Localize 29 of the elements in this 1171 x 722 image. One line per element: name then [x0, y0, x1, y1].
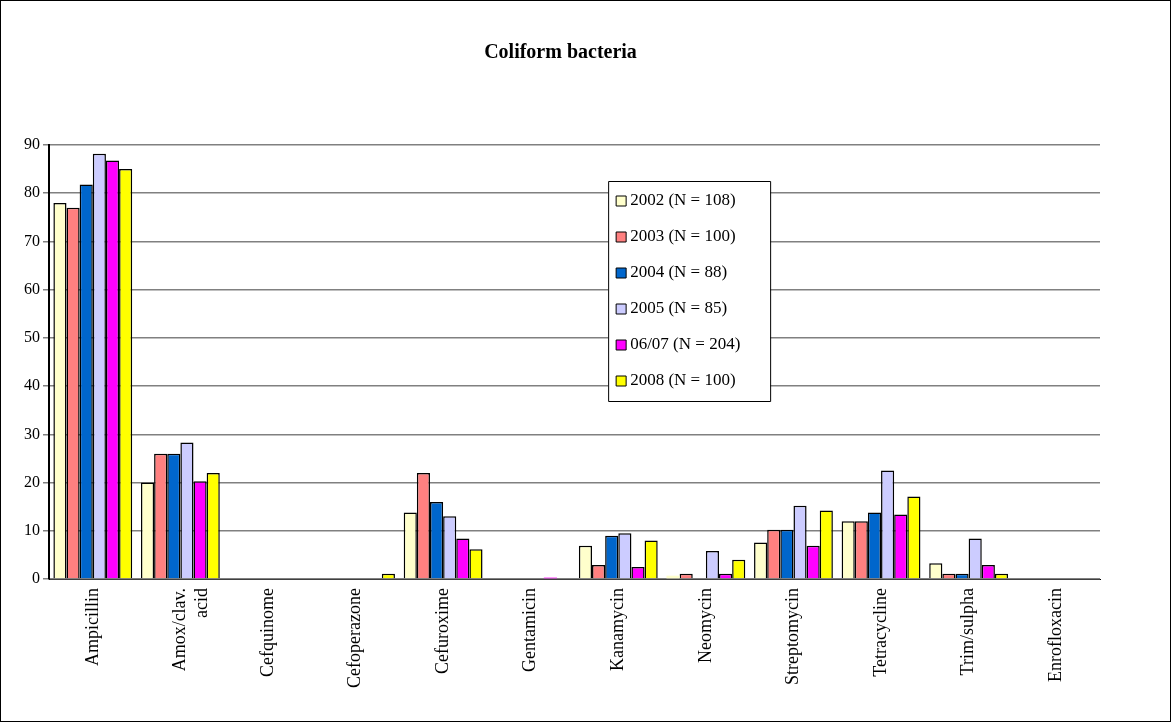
- y-tick-label: 0: [32, 569, 40, 587]
- x-tick-label: Kanamycin: [607, 588, 628, 672]
- legend-label: 2004 (N = 88): [630, 262, 728, 282]
- x-tick-label: Enrofloxacin: [1044, 588, 1065, 683]
- y-tick-label: 50: [24, 328, 40, 346]
- x-tick-label: Cefoperazone: [344, 588, 365, 689]
- legend-label: 2002 (N = 108): [630, 190, 736, 210]
- legend-label: 2008 (N = 100): [630, 370, 736, 390]
- x-tick-label: Trim/sulpha: [957, 588, 978, 676]
- y-tick-label: 60: [24, 279, 40, 297]
- x-tick-label: Cefuroxime: [431, 588, 452, 675]
- x-tick-label: Gentamicin: [519, 588, 540, 673]
- x-tick-label: Tetracycline: [869, 588, 890, 677]
- x-tick-label: Amox/clav. acid: [169, 588, 211, 672]
- x-tick-label: Ampicillin: [81, 588, 102, 667]
- y-tick-label: 70: [24, 231, 40, 249]
- x-tick-label: Neomycin: [694, 588, 715, 664]
- y-tick-label: 80: [24, 183, 40, 201]
- y-tick-label: 20: [24, 472, 40, 490]
- y-tick-label: 40: [24, 376, 40, 394]
- legend-label: 2005 (N = 85): [630, 298, 728, 318]
- x-tick-label: Streptomycin: [782, 588, 803, 686]
- y-tick-label: 10: [24, 521, 40, 539]
- legend-label: 2003 (N = 100): [630, 226, 736, 246]
- legend-label: 06/07 (N = 204): [630, 334, 741, 354]
- y-tick-label: 30: [24, 424, 40, 442]
- x-tick-label: Cefquinome: [256, 588, 277, 678]
- y-tick-label: 90: [24, 135, 40, 153]
- chart-title: Coliform bacteria: [484, 40, 637, 63]
